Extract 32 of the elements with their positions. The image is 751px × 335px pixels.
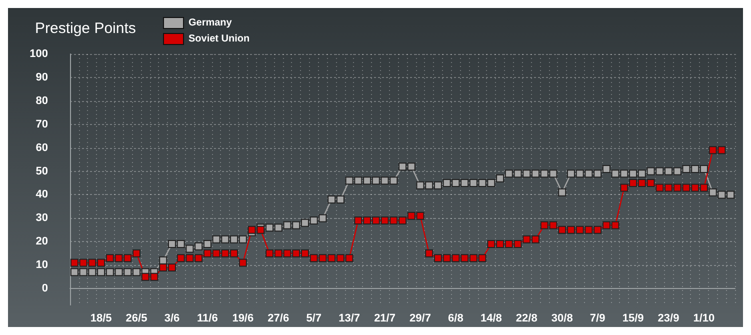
x-tick-label: 21/7 [374, 312, 396, 324]
y-tick-label: 20 [36, 236, 48, 248]
x-tick-label: 6/8 [448, 312, 464, 324]
x-tick-label: 18/5 [90, 312, 112, 324]
y-tick-label: 60 [36, 142, 48, 154]
x-tick-label: 15/9 [622, 312, 644, 324]
x-tick-label: 14/8 [480, 312, 502, 324]
x-tick-label: 19/6 [232, 312, 254, 324]
y-tick-label: 90 [36, 71, 48, 84]
x-tick-label: 23/9 [658, 312, 680, 324]
y-tick-label: 100 [30, 48, 48, 60]
x-tick-label: 26/5 [126, 312, 148, 324]
chart-title: Prestige Points [35, 20, 136, 37]
y-tick-label: 30 [36, 212, 48, 224]
x-tick-label: 11/6 [197, 312, 218, 324]
x-tick-label: 5/7 [306, 312, 322, 324]
x-tick-label: 7/9 [590, 312, 606, 324]
x-tick-label: 22/8 [516, 312, 538, 324]
legend-label: Germany [188, 18, 232, 28]
y-tick-label: 80 [36, 94, 48, 107]
y-tick-label: 10 [36, 259, 48, 272]
x-tick-label: 13/7 [338, 312, 360, 324]
x-tick-label: 27/6 [268, 312, 290, 324]
y-tick-label: 40 [36, 188, 48, 201]
x-tick-label: 3/6 [164, 312, 180, 324]
x-tick-label: 1/10 [693, 312, 715, 324]
legend-label: Soviet Union [188, 34, 250, 44]
y-tick-label: 70 [36, 118, 48, 130]
x-tick-label: 30/8 [551, 312, 573, 324]
y-tick-label: 0 [42, 282, 48, 295]
x-tick-label: 29/7 [410, 312, 431, 324]
y-tick-label: 50 [36, 165, 48, 178]
